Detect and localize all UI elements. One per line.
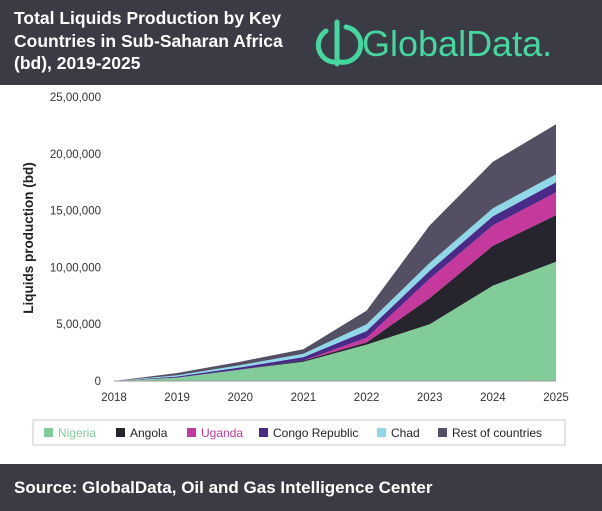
legend-swatch xyxy=(44,428,53,437)
legend-label: Angola xyxy=(130,426,168,440)
logo-svg: GlobalData. xyxy=(315,19,552,67)
x-tick-label: 2024 xyxy=(480,392,506,404)
x-tick-label: 2018 xyxy=(101,392,127,404)
legend-label: Chad xyxy=(391,426,420,440)
legend-swatch xyxy=(116,428,125,437)
y-tick-labels: 0 5,00,000 10,00,000 15,00,000 20,00,000 25,0… xyxy=(50,92,101,388)
logo-mark-icon xyxy=(315,19,364,67)
x-tick-label: 2020 xyxy=(228,392,254,404)
chart-title: Total Liquids Production by Key Countrie… xyxy=(14,8,283,73)
y-tick-label: 25,00,000 xyxy=(50,92,101,104)
legend-item-nigeria: Nigeria xyxy=(44,426,96,440)
legend-swatch xyxy=(259,428,268,437)
y-tick-label: 15,00,000 xyxy=(50,206,101,218)
y-tick-label: 20,00,000 xyxy=(50,149,101,161)
y-tick-label: 0 xyxy=(95,376,101,388)
x-tick-label: 2021 xyxy=(291,392,317,404)
legend-swatch xyxy=(187,428,196,437)
legend-item-angola: Angola xyxy=(116,426,168,440)
legend-swatch xyxy=(377,428,386,437)
x-tick-labels: 2018 2019 2020 2021 2022 2023 2024 2025 xyxy=(101,392,569,404)
area-series-group xyxy=(114,124,556,382)
legend-item-congo-republic: Congo Republic xyxy=(259,426,358,440)
legend-swatch xyxy=(438,428,447,437)
legend-item-rest-of-countries: Rest of countries xyxy=(438,426,542,440)
header-banner xyxy=(0,0,602,85)
source-note: Source: GlobalData, Oil and Gas Intellig… xyxy=(14,478,433,497)
area-angola xyxy=(114,215,556,381)
legend-label: Congo Republic xyxy=(273,426,358,440)
y-tick-label: 10,00,000 xyxy=(50,262,101,274)
y-axis-label: Liquids production (bd) xyxy=(21,162,36,313)
footer-banner xyxy=(0,464,602,511)
x-tick-label: 2023 xyxy=(417,392,443,404)
x-tick-label: 2025 xyxy=(543,392,569,404)
legend-label: Nigeria xyxy=(58,426,96,440)
legend-label: Uganda xyxy=(201,426,243,440)
x-tick-label: 2022 xyxy=(354,392,380,404)
chart-area: 0 5,00,000 10,00,000 15,00,000 20,00,000 25,0… xyxy=(21,92,569,446)
area-chad xyxy=(114,174,556,381)
logo-wordmark: GlobalData. xyxy=(362,23,552,64)
x-tick-label: 2019 xyxy=(164,392,190,404)
legend-label: Rest of countries xyxy=(452,426,542,440)
legend: Nigeria Angola Uganda Congo Republic Chad Res… xyxy=(44,426,542,440)
area-nigeria xyxy=(114,261,556,381)
y-tick-label: 5,00,000 xyxy=(56,319,101,331)
legend-item-uganda: Uganda xyxy=(187,426,243,440)
globaldata-logo: GlobalData. xyxy=(314,14,594,70)
legend-item-chad: Chad xyxy=(377,426,420,440)
